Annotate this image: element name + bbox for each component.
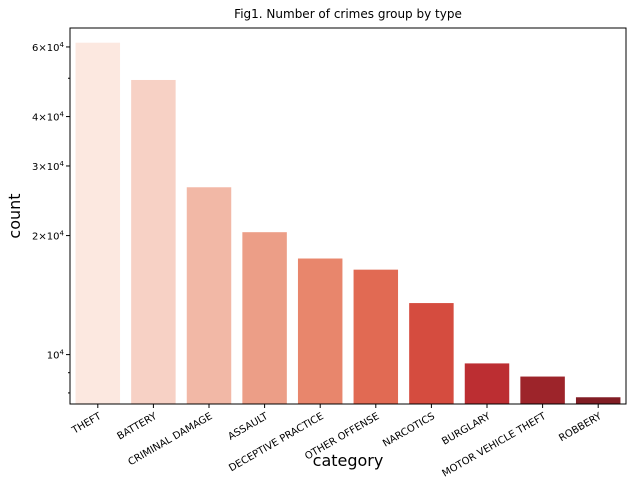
y-tick-label: 104 bbox=[47, 349, 65, 362]
bar-other-offense bbox=[353, 269, 399, 404]
bar-motor-vehicle-theft bbox=[520, 376, 565, 404]
x-tick-label-motor-vehicle-theft: MOTOR VEHICLE THEFT bbox=[440, 411, 548, 480]
bar-battery bbox=[131, 79, 176, 405]
bar-burglary bbox=[464, 363, 510, 404]
x-tick-label-narcotics: NARCOTICS bbox=[381, 411, 437, 450]
x-tick-label-assault: ASSAULT bbox=[226, 411, 271, 443]
x-tick-label-battery: BATTERY bbox=[116, 411, 160, 443]
plot-frame bbox=[69, 27, 627, 405]
bar-criminal-damage bbox=[186, 187, 232, 404]
y-axis-label: count bbox=[5, 193, 24, 238]
x-tick-label-robbery: ROBBERY bbox=[557, 411, 604, 445]
y-tick-label: 3×104 bbox=[32, 160, 64, 173]
y-tick-label: 6×104 bbox=[32, 41, 64, 54]
bar-theft bbox=[75, 42, 121, 405]
bar-robbery bbox=[575, 397, 621, 404]
bar-deceptive-practice bbox=[297, 258, 343, 404]
bar-assault bbox=[242, 232, 287, 404]
bars-group bbox=[75, 42, 621, 405]
x-tick-label-deceptive-practice: DECEPTIVE PRACTICE bbox=[227, 411, 325, 474]
x-tick-label-theft: THEFT bbox=[70, 411, 105, 437]
y-tick-label: 4×104 bbox=[32, 111, 64, 124]
chart-title: Fig1. Number of crimes group by type bbox=[234, 7, 462, 21]
x-axis-label: category bbox=[313, 451, 384, 470]
y-tick-label: 2×104 bbox=[32, 230, 64, 243]
y-axis-ticks: 104 2×104 3×104 4×104 6×104 bbox=[32, 41, 70, 394]
bar-narcotics bbox=[409, 303, 454, 404]
x-tick-label-burglary: BURGLARY bbox=[440, 411, 493, 448]
